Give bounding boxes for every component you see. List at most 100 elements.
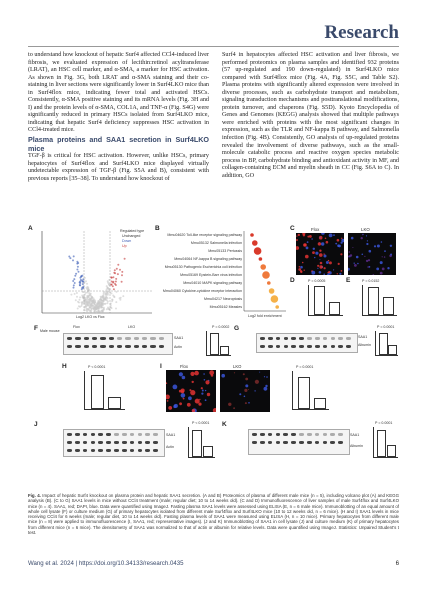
fluorescence-spot bbox=[303, 243, 307, 247]
kegg-term: Mmu04620 Toll-like receptor signaling pa… bbox=[167, 233, 242, 237]
volcano-point bbox=[73, 282, 76, 284]
volcano-point bbox=[89, 309, 92, 312]
fluorescence-spot bbox=[319, 259, 321, 261]
fluorescence-spot bbox=[317, 242, 322, 246]
fluorescence-spot bbox=[312, 247, 315, 250]
fluorescence-spot bbox=[319, 253, 323, 257]
blot-band bbox=[338, 441, 343, 444]
blot-band bbox=[322, 345, 328, 348]
blot-band bbox=[98, 441, 104, 444]
fluorescence-spot bbox=[367, 266, 369, 268]
fluorescence-spot bbox=[228, 402, 232, 406]
volcano-point bbox=[100, 299, 103, 301]
kegg-dot bbox=[262, 271, 270, 279]
page-footer: Wang et al. 2024 | https://doi.org/10.34… bbox=[28, 560, 399, 567]
bar-lko bbox=[220, 346, 229, 355]
volcano-point bbox=[70, 293, 73, 296]
page-header: Research bbox=[28, 20, 399, 44]
blot-band bbox=[150, 337, 156, 340]
bar-lko bbox=[388, 345, 397, 355]
fluorescence-spot bbox=[389, 244, 393, 247]
fluorescence-spot bbox=[347, 267, 350, 271]
fluorescence-spot bbox=[328, 261, 332, 265]
fluorescence-spot bbox=[333, 234, 335, 236]
blot-band bbox=[330, 441, 336, 444]
blot-band bbox=[346, 337, 351, 340]
volcano-point bbox=[115, 307, 117, 310]
volcano-point bbox=[93, 307, 96, 310]
fluorescence-spot bbox=[239, 393, 242, 396]
fluorescence-spot bbox=[302, 231, 306, 236]
kegg-term: Mmu04060 Cytokine-cytokine receptor inte… bbox=[162, 289, 242, 293]
fluorescence-spot bbox=[390, 253, 393, 256]
fluorescence-spot bbox=[319, 249, 322, 252]
volcano-point bbox=[101, 309, 104, 312]
fluorescence-spot bbox=[348, 251, 351, 253]
fluorescence-spot bbox=[188, 396, 192, 401]
kegg-term: Mmu05130 Pathogenic Escherichia coli inf… bbox=[164, 265, 242, 269]
panel-label-b: B bbox=[155, 225, 160, 232]
fluorescence-spot bbox=[318, 271, 322, 274]
blot-band bbox=[125, 337, 131, 340]
blot-actin: Actin bbox=[174, 345, 182, 349]
blot-band bbox=[125, 345, 131, 348]
fluorescence-spot bbox=[336, 238, 340, 242]
volcano-point bbox=[109, 306, 112, 309]
pval-d: P = 0.0005 bbox=[308, 279, 326, 283]
fluorescence-spot bbox=[340, 253, 343, 256]
blot-band bbox=[74, 433, 80, 436]
fluorescence-spot bbox=[254, 379, 259, 384]
fluorescence-spot bbox=[186, 402, 191, 407]
blot-band bbox=[114, 433, 119, 436]
fluorescence-spot bbox=[384, 250, 386, 252]
panel-label-a: A bbox=[28, 225, 33, 232]
fluorescence-spot bbox=[296, 239, 298, 241]
blot-band bbox=[158, 345, 164, 348]
kegg-dot bbox=[260, 264, 266, 270]
fluorescence-spot bbox=[381, 256, 383, 258]
panel-label-i: I bbox=[160, 363, 162, 370]
volcano-point bbox=[79, 296, 82, 299]
volcano-point bbox=[106, 302, 109, 305]
volcano-point bbox=[115, 267, 118, 270]
volcano-point bbox=[106, 293, 109, 296]
volcano-point bbox=[75, 272, 78, 275]
fluorescence-spot bbox=[201, 389, 204, 392]
bar-chart-e bbox=[362, 285, 397, 316]
kegg-term: Mmu05169 Epstein-Barr virus infection bbox=[180, 273, 242, 277]
volcano-point bbox=[122, 295, 125, 298]
paragraph: to understand how knockout of hepatic Su… bbox=[28, 52, 209, 134]
volcano-point bbox=[76, 295, 78, 298]
volcano-point bbox=[69, 257, 72, 260]
blot-band bbox=[121, 441, 127, 444]
fluorescence-spot bbox=[305, 246, 309, 250]
blot-band bbox=[145, 449, 151, 452]
volcano-point bbox=[85, 305, 88, 308]
volcano-point bbox=[89, 297, 91, 300]
blot-band bbox=[283, 433, 289, 436]
kegg-term: Mmu05132 Salmonella infection bbox=[190, 241, 242, 245]
fluorescence-spot bbox=[300, 270, 303, 273]
fluorescence-spot bbox=[233, 372, 236, 374]
volcano-point bbox=[101, 295, 104, 298]
fluorescence-spot bbox=[200, 387, 203, 390]
volcano-point bbox=[105, 308, 108, 311]
blot-band bbox=[100, 337, 106, 340]
volcano-point bbox=[115, 277, 118, 280]
blot-band bbox=[74, 449, 80, 452]
blot-band bbox=[117, 337, 123, 340]
volcano-point bbox=[86, 287, 88, 290]
fluorescence-spot bbox=[259, 371, 261, 373]
blot-band bbox=[67, 449, 72, 452]
kegg-term: Mmu05162 Measles bbox=[209, 305, 242, 309]
blot-band bbox=[90, 441, 96, 444]
blot-band bbox=[299, 433, 304, 436]
blot-band bbox=[153, 433, 158, 436]
fluorescence-spot bbox=[245, 377, 249, 381]
panel-label-f: F bbox=[34, 325, 38, 332]
blot-band bbox=[283, 345, 289, 348]
fluorescence-spot bbox=[303, 269, 305, 271]
volcano-point bbox=[119, 296, 122, 299]
fluorescence-spot bbox=[352, 247, 354, 248]
fluorescence-spot bbox=[379, 261, 383, 265]
